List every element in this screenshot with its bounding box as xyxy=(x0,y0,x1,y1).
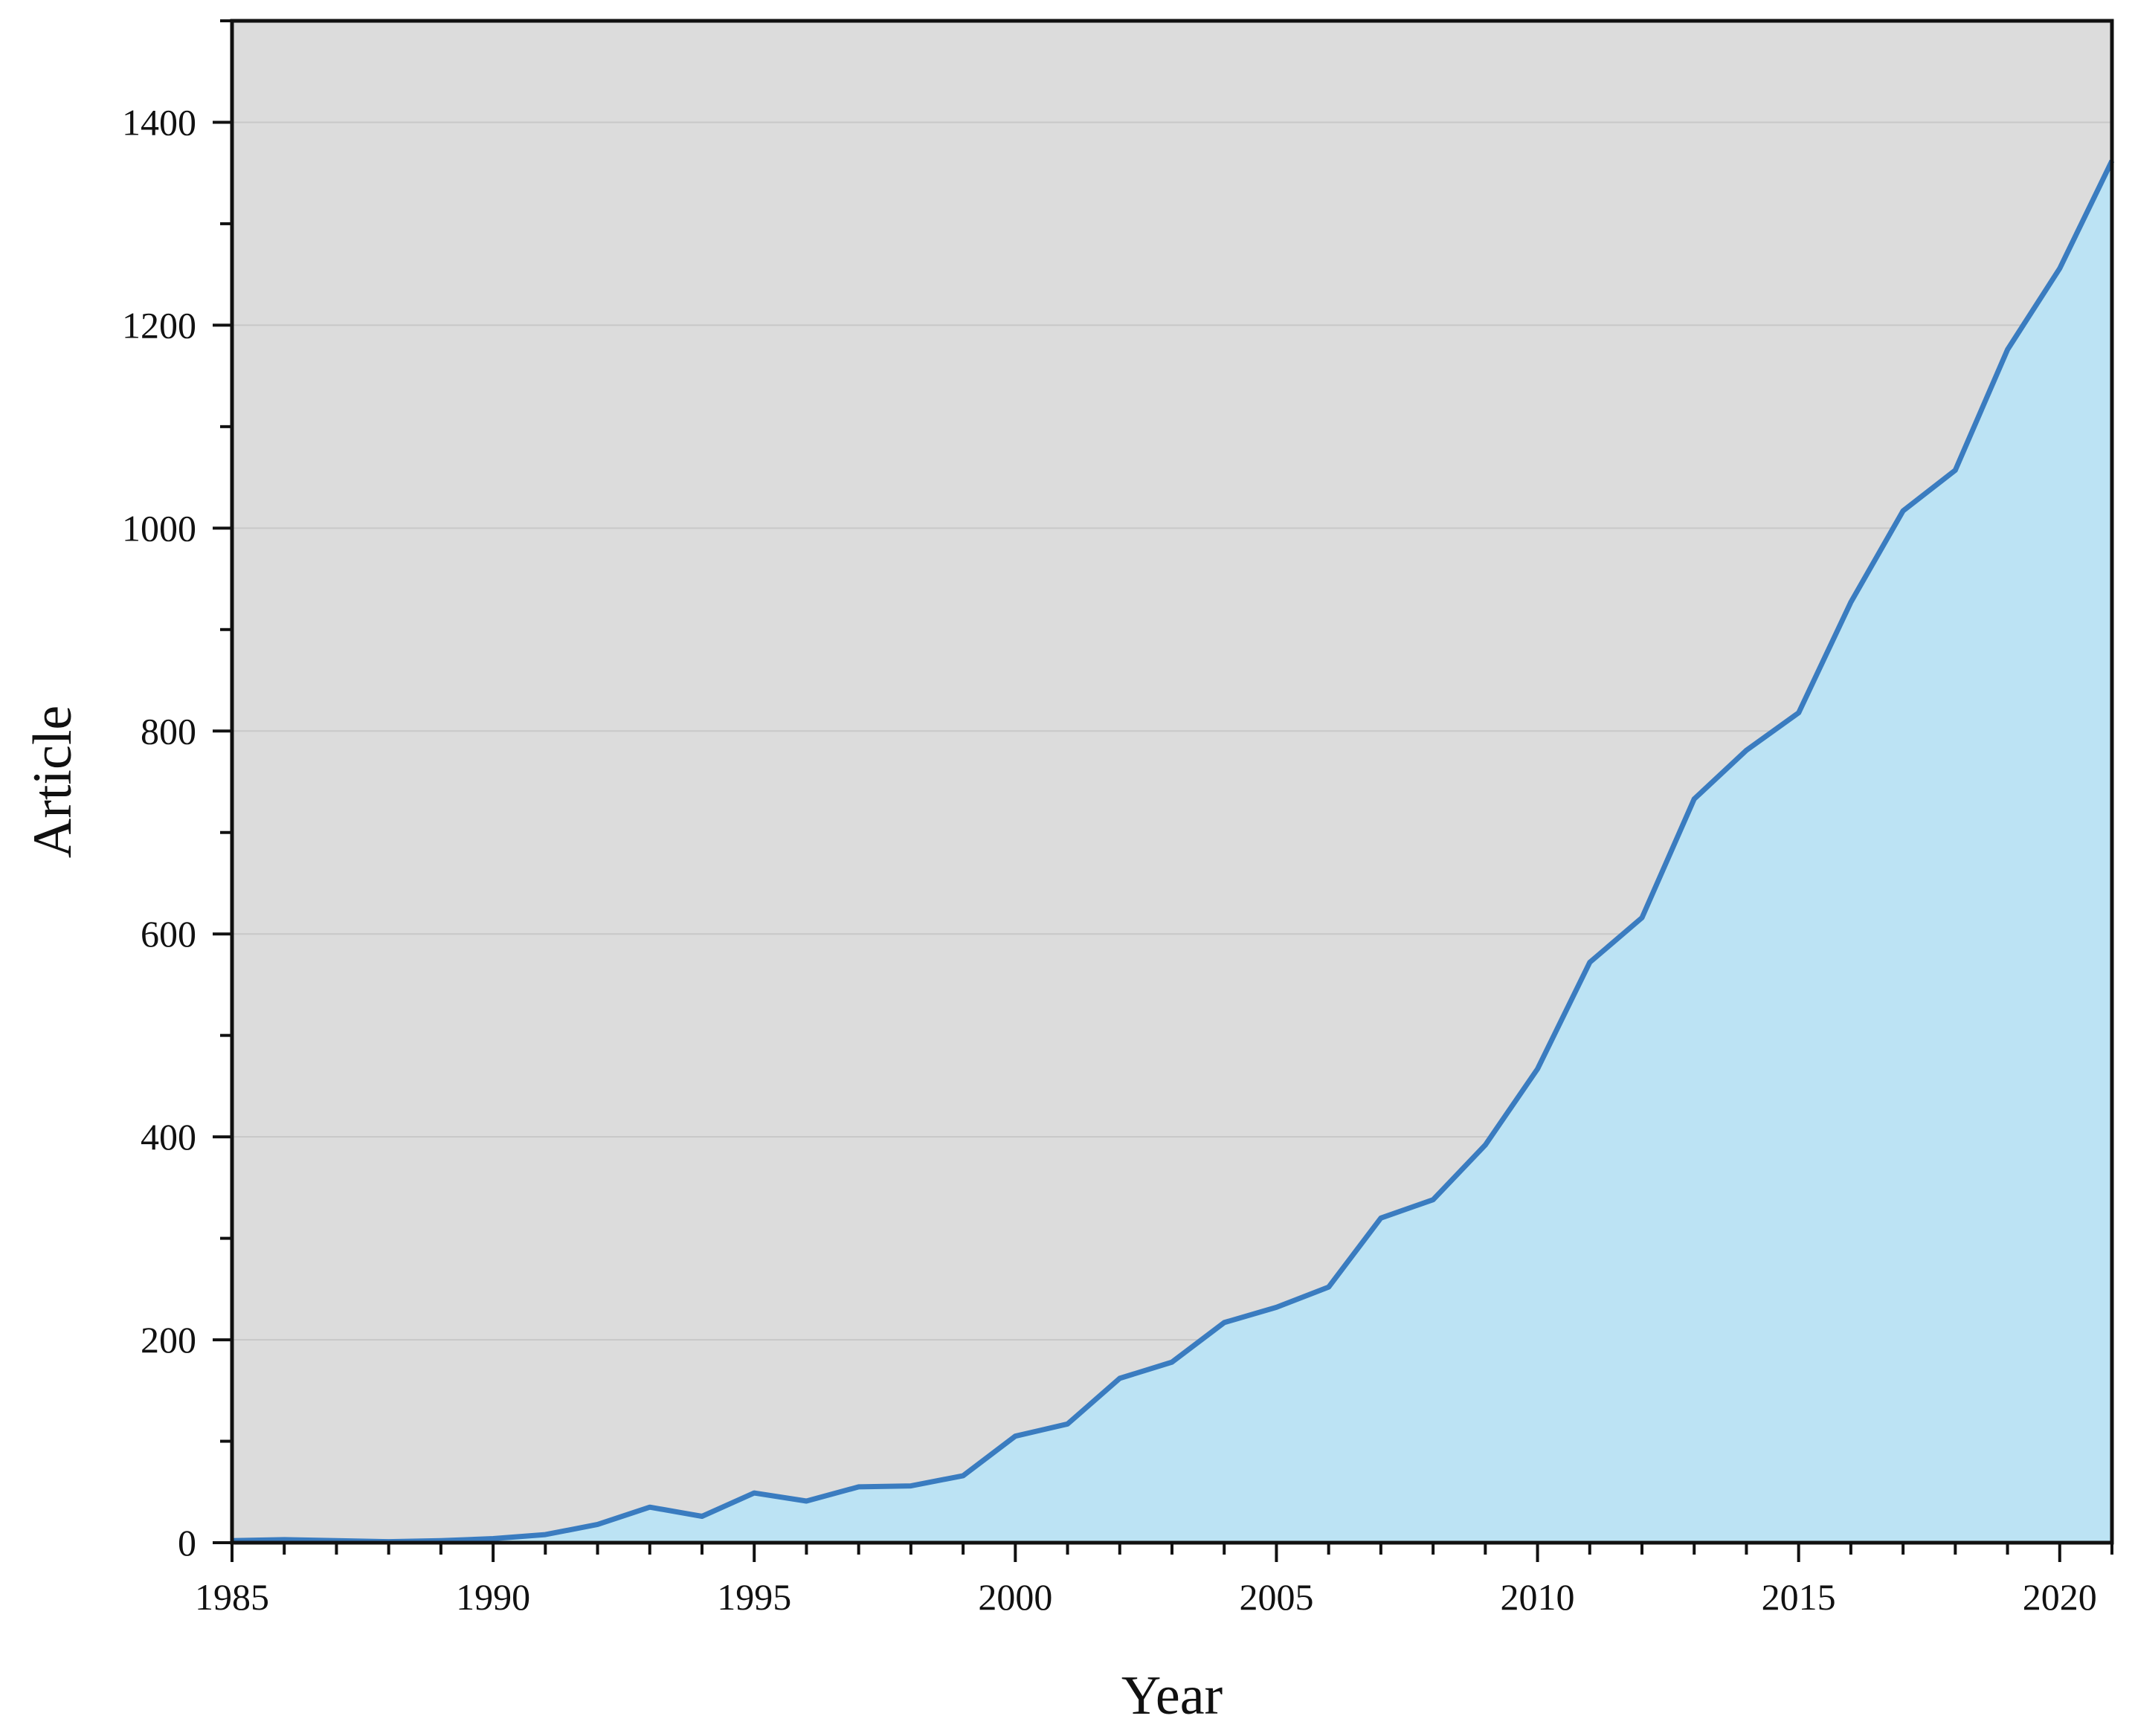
x-tick-label-2010: 2010 xyxy=(1501,1576,1575,1618)
x-tick-label-2005: 2005 xyxy=(1239,1576,1313,1618)
y-tick-label-400: 400 xyxy=(141,1116,196,1158)
area-fill xyxy=(232,161,2112,1543)
y-tick-label-800: 800 xyxy=(141,710,196,752)
tick-labels: 0 200 400 600 800 1000 1200 1400 1985 1990 1995 200… xyxy=(122,101,2097,1618)
y-tick-label-0: 0 xyxy=(178,1522,196,1564)
x-tick-label-2020: 2020 xyxy=(2023,1576,2097,1618)
grid-lines xyxy=(232,121,2112,1341)
x-tick-label-1995: 1995 xyxy=(717,1576,791,1618)
axis-ticks xyxy=(213,19,2113,1562)
y-tick-label-1200: 1200 xyxy=(122,304,196,346)
y-tick-label-200: 200 xyxy=(141,1319,196,1361)
x-tick-label-2000: 2000 xyxy=(978,1576,1052,1618)
x-tick-label-2015: 2015 xyxy=(1762,1576,1836,1618)
y-tick-label-1000: 1000 xyxy=(122,507,196,549)
x-tick-label-1985: 1985 xyxy=(195,1576,269,1618)
x-axis-title: Year xyxy=(1121,1665,1223,1726)
series-line xyxy=(231,159,2115,1545)
y-tick-label-1400: 1400 xyxy=(122,101,196,143)
y-tick-label-600: 600 xyxy=(141,913,196,955)
y-axis-title: Article xyxy=(22,706,83,858)
x-tick-label-1990: 1990 xyxy=(456,1576,530,1618)
